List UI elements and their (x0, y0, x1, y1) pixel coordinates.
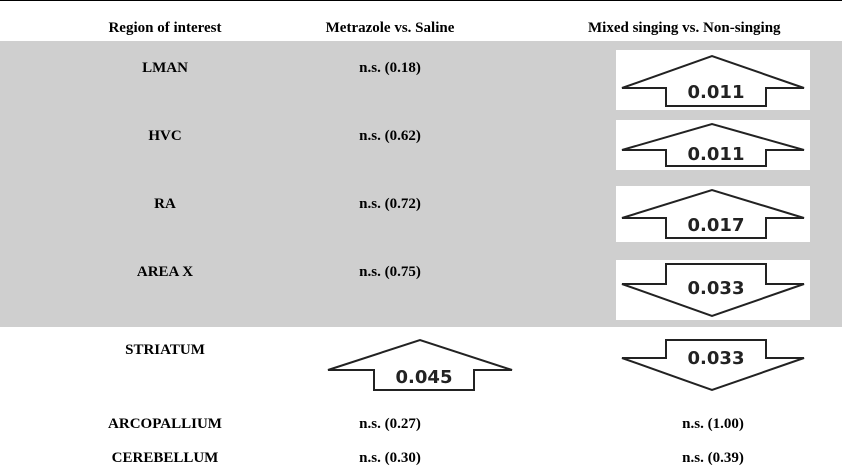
row-striatum-singing-arrow: 0.033 (616, 336, 810, 394)
row-arcopallium-metrazole: n.s. (0.27) (359, 416, 421, 432)
row-hvc-singing-value: 0.011 (688, 144, 745, 165)
row-striatum-metrazole-arrow: 0.045 (322, 336, 518, 394)
row-arcopallium-singing: n.s. (1.00) (682, 416, 744, 432)
header-region: Region of interest (108, 20, 222, 36)
row-cerebellum-metrazole: n.s. (0.30) (359, 450, 421, 466)
top-rule (0, 0, 842, 1)
row-lman-region: LMAN (142, 60, 188, 76)
header-singing: Mixed singing vs. Non-singing (588, 20, 781, 36)
row-striatum-region: STRIATUM (125, 342, 205, 358)
row-lman-singing-arrow: 0.011 (616, 50, 810, 110)
row-areax-singing-arrow: 0.033 (616, 260, 810, 320)
row-hvc-metrazole: n.s. (0.62) (359, 128, 421, 144)
row-ra-singing-value: 0.017 (688, 215, 745, 236)
row-hvc-region: HVC (148, 128, 182, 144)
row-areax-singing-value: 0.033 (688, 278, 745, 299)
row-lman-singing-value: 0.011 (688, 82, 745, 103)
row-ra-metrazole: n.s. (0.72) (359, 196, 421, 212)
header-metrazole: Metrazole vs. Saline (325, 20, 455, 36)
row-hvc-singing-arrow: 0.011 (616, 120, 810, 170)
row-striatum-singing-value: 0.033 (688, 348, 745, 369)
row-striatum-metrazole-value: 0.045 (396, 367, 453, 388)
row-arcopallium-region: ARCOPALLIUM (108, 416, 222, 432)
row-cerebellum-singing: n.s. (0.39) (682, 450, 744, 466)
row-cerebellum-region: CEREBELLUM (111, 450, 219, 466)
row-areax-region: AREA X (136, 264, 194, 280)
row-lman-metrazole: n.s. (0.18) (359, 60, 421, 76)
row-ra-singing-arrow: 0.017 (616, 186, 810, 242)
row-areax-metrazole: n.s. (0.75) (359, 264, 421, 280)
row-ra-region: RA (154, 196, 176, 212)
